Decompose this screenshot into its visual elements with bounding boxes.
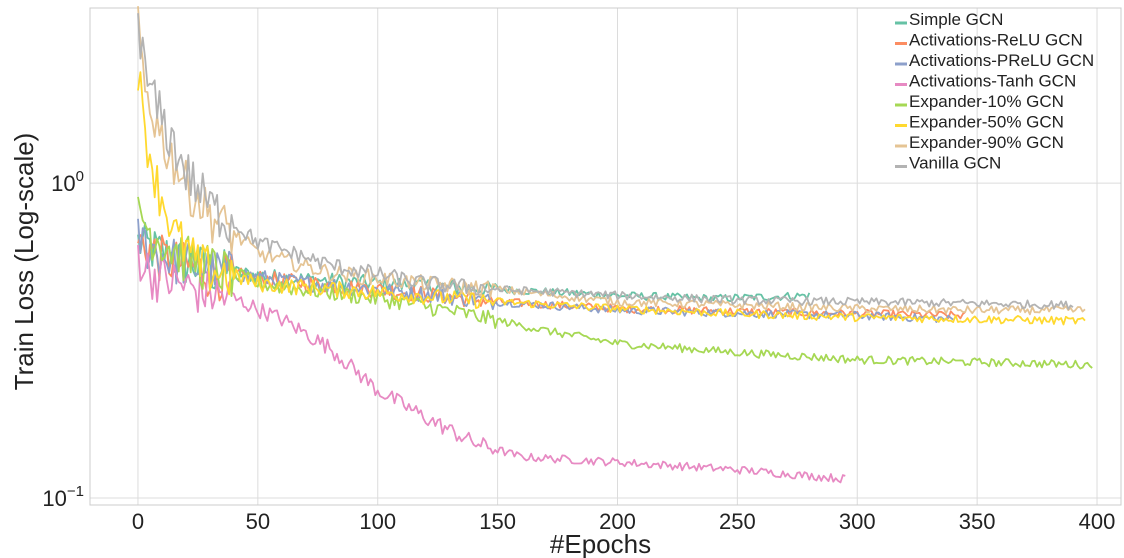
x-axis-label: #Epochs	[550, 529, 651, 558]
legend-label-activations-prelu-gcn: Activations-PReLU GCN	[909, 51, 1094, 70]
y-tick-label: 10−1	[42, 483, 84, 511]
series-line-expander-10-gcn	[137, 196, 1093, 370]
y-tick-label: 100	[51, 168, 84, 196]
legend-label-expander-90-gcn: Expander-90% GCN	[909, 133, 1064, 152]
series-line-expander-90-gcn	[137, 6, 1086, 316]
legend-label-simple-gcn: Simple GCN	[909, 10, 1003, 29]
series-line-activations-prelu-gcn	[137, 218, 954, 323]
x-tick-label: 200	[599, 509, 636, 534]
plot-frame	[89, 7, 1122, 506]
x-tick-label: 300	[839, 509, 876, 534]
x-tick-label: 250	[719, 509, 756, 534]
x-tick-label: 50	[246, 509, 270, 534]
x-tick-label: 0	[132, 509, 144, 534]
grid	[90, 8, 1121, 505]
x-tick-labels: 0 50 100 150 200 250 300 350 400	[132, 509, 1116, 534]
legend-label-vanilla-gcn: Vanilla GCN	[909, 154, 1001, 173]
x-tick-label: 350	[959, 509, 996, 534]
legend-label-activations-tanh-gcn: Activations-Tanh GCN	[909, 72, 1076, 91]
series-line-activations-tanh-gcn	[137, 245, 846, 484]
y-tick-labels: 100 10−1	[42, 168, 84, 511]
x-tick-label: 150	[479, 509, 516, 534]
y-axis-label: Train Loss (Log-scale)	[9, 133, 39, 391]
x-tick-label: 100	[359, 509, 396, 534]
legend-label-expander-10-gcn: Expander-10% GCN	[909, 92, 1064, 111]
x-tick-label: 400	[1079, 509, 1116, 534]
legend-label-activations-relu-gcn: Activations-ReLU GCN	[909, 31, 1083, 50]
series-line-expander-50-gcn	[137, 71, 1086, 326]
series-line-vanilla-gcn	[137, 13, 1074, 310]
legend-label-expander-50-gcn: Expander-50% GCN	[909, 113, 1064, 132]
series-group	[137, 6, 1093, 484]
